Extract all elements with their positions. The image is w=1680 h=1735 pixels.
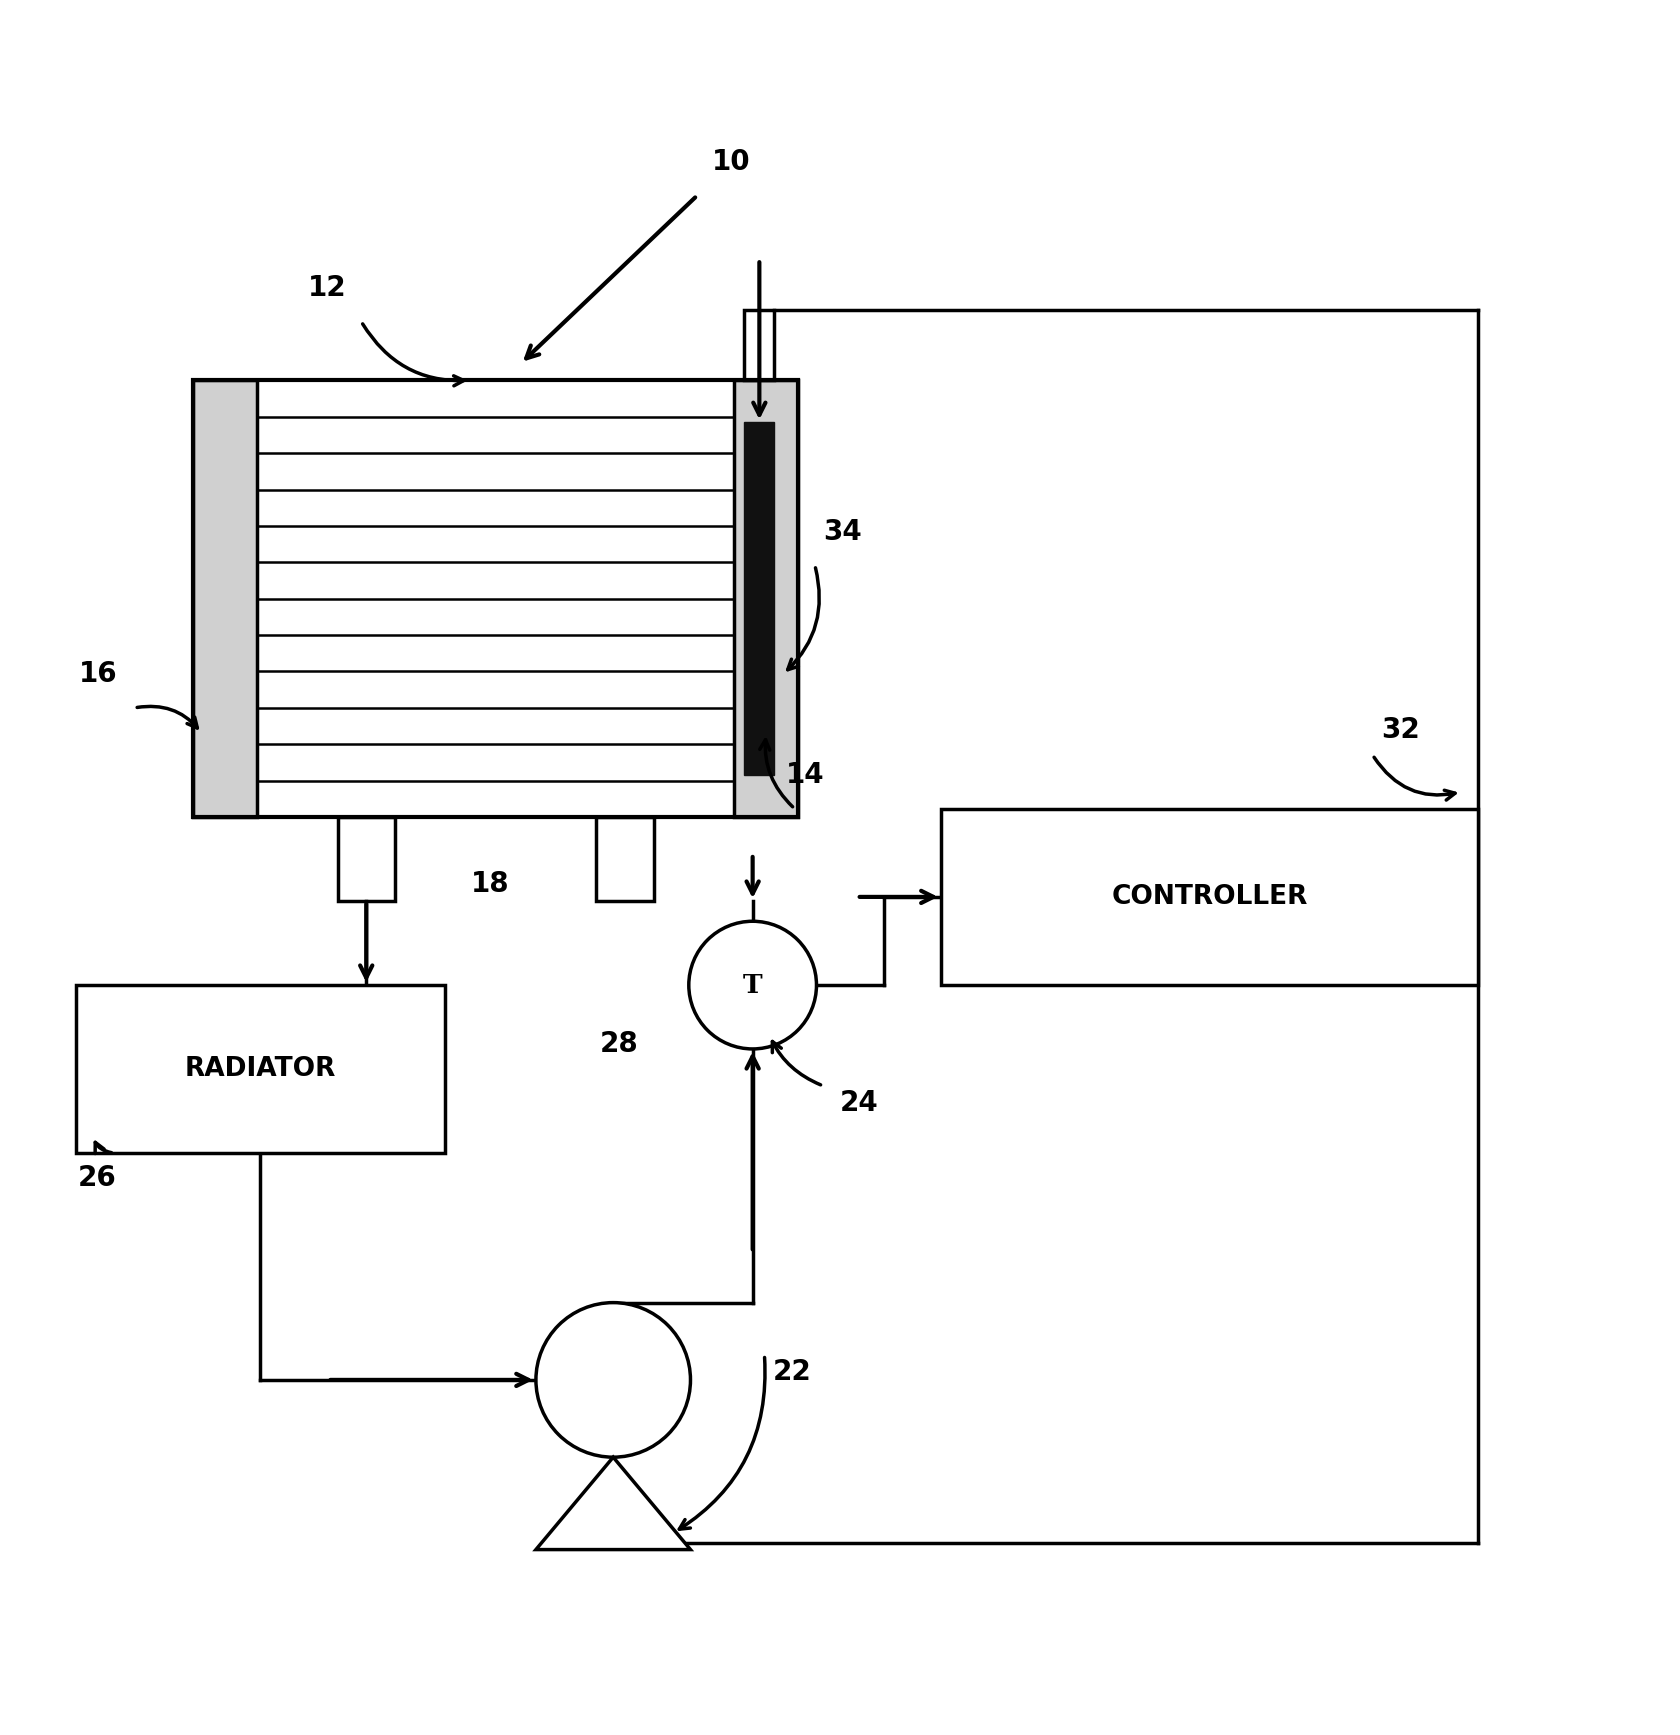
Bar xyxy=(744,311,774,380)
Text: 28: 28 xyxy=(600,1031,638,1058)
Bar xyxy=(744,422,774,776)
Text: 10: 10 xyxy=(712,147,749,175)
Circle shape xyxy=(536,1303,690,1457)
Bar xyxy=(734,380,798,817)
Bar xyxy=(596,817,654,900)
Text: RADIATOR: RADIATOR xyxy=(185,1057,336,1083)
Text: CONTROLLER: CONTROLLER xyxy=(1112,883,1307,909)
Text: 26: 26 xyxy=(77,1164,118,1192)
Text: 34: 34 xyxy=(823,517,862,545)
Bar xyxy=(193,380,798,817)
Text: 24: 24 xyxy=(840,1088,879,1117)
Circle shape xyxy=(689,921,816,1050)
Polygon shape xyxy=(536,1457,690,1549)
Text: 18: 18 xyxy=(470,871,509,899)
Text: 32: 32 xyxy=(1381,717,1420,744)
Text: T: T xyxy=(743,973,763,998)
Text: 22: 22 xyxy=(773,1357,811,1386)
Text: 12: 12 xyxy=(309,274,346,302)
Bar xyxy=(338,817,395,900)
Bar xyxy=(193,380,257,817)
Bar xyxy=(941,809,1478,985)
Bar xyxy=(76,985,445,1154)
Text: 14: 14 xyxy=(786,762,825,789)
Text: 16: 16 xyxy=(79,661,118,689)
